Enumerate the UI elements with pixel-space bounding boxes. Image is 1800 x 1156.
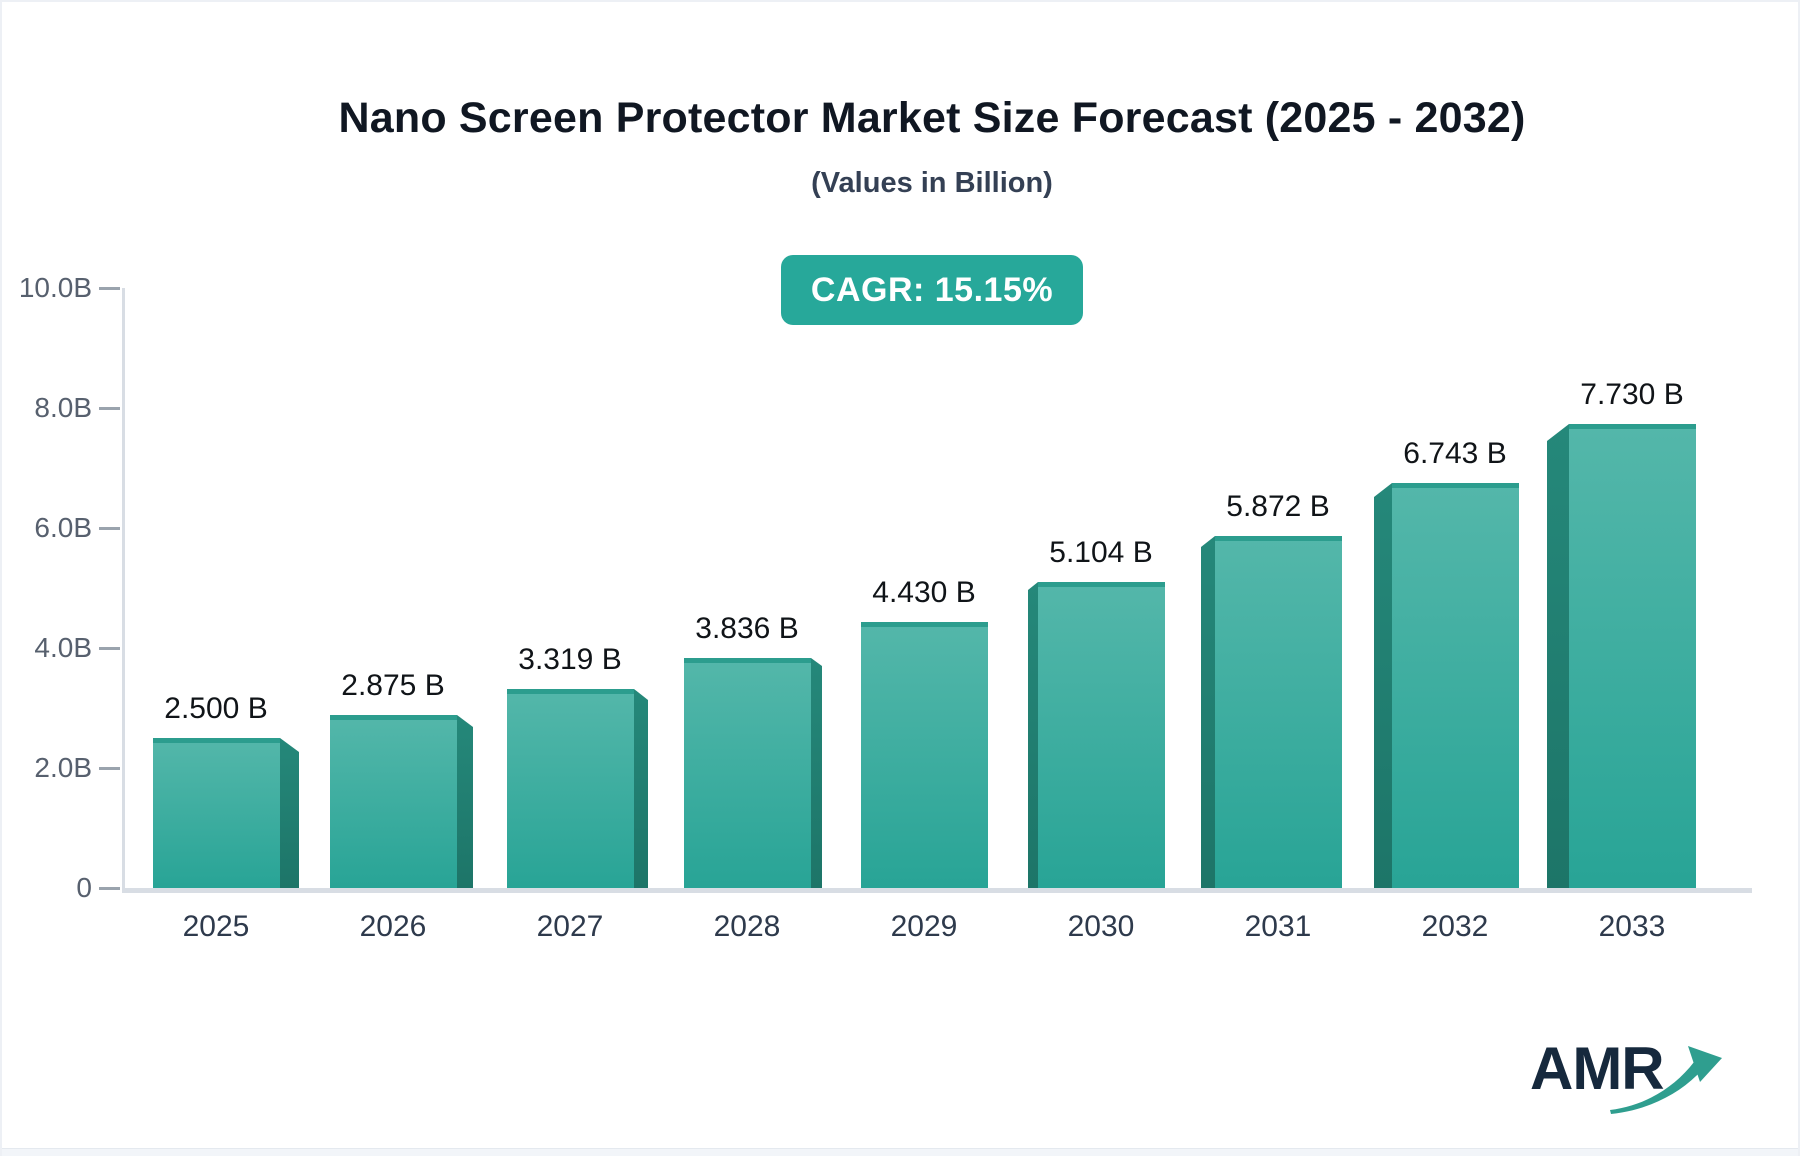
bar-value-label-2032: 6.743 B	[1403, 437, 1507, 470]
bar-2026	[330, 715, 473, 888]
y-axis-tick-mark	[99, 887, 120, 890]
y-axis-line	[122, 288, 125, 893]
amr-logo-text: AMR	[1530, 1035, 1665, 1102]
bar-value-label-2030: 5.104 B	[1049, 536, 1153, 569]
y-axis-tick-label: 6.0B	[34, 512, 92, 543]
bar-side-3d	[811, 658, 822, 888]
bar-top-edge	[1392, 483, 1519, 488]
x-axis-label-2027: 2027	[536, 910, 604, 943]
x-axis-label-2028: 2028	[713, 910, 781, 943]
bar-top-edge	[684, 658, 811, 663]
chart-header: Nano Screen Protector Market Size Foreca…	[117, 2, 1747, 200]
x-axis-label-2031: 2031	[1244, 910, 1312, 943]
bar-top-edge	[1569, 424, 1696, 429]
bar-value-label-2029: 4.430 B	[872, 576, 976, 609]
y-axis-tick-mark	[99, 287, 120, 290]
cagr-badge: CAGR: 15.15%	[780, 255, 1084, 325]
chart-subtitle: (Values in Billion)	[811, 167, 1053, 199]
bar-face-2029	[861, 622, 988, 888]
bar-side-3d	[1028, 582, 1038, 888]
y-axis-tick-mark	[99, 527, 120, 530]
cagr-badge-wrap: CAGR: 15.15%	[117, 255, 1747, 325]
growth-arrow-icon	[1610, 1046, 1722, 1114]
bar-top-edge	[1215, 536, 1342, 541]
bar-top-edge	[1038, 582, 1165, 587]
bar-value-label-2031: 5.872 B	[1226, 490, 1330, 523]
bar-face-2030	[1038, 582, 1165, 888]
bar-face-2031	[1215, 536, 1342, 888]
bar-value-label-2027: 3.319 B	[518, 643, 622, 676]
amr-logo: AMR	[1530, 1028, 1722, 1118]
y-axis-tick-label: 10.0B	[18, 272, 92, 303]
bar-side-3d	[457, 715, 473, 888]
bar-side-3d	[1374, 483, 1392, 888]
bar-value-label-2033: 7.730 B	[1580, 378, 1684, 411]
x-axis-label-2025: 2025	[182, 910, 250, 943]
bar-top-edge	[330, 715, 457, 720]
bar-2031	[1201, 536, 1342, 888]
bar-face-2027	[507, 689, 634, 888]
bar-value-label-2026: 2.875 B	[341, 669, 445, 702]
x-axis-label-2029: 2029	[890, 910, 958, 943]
x-axis-label-2026: 2026	[359, 910, 427, 943]
bar-2029	[861, 622, 988, 888]
bar-face-2028	[684, 658, 811, 888]
bar-value-label-2028: 3.836 B	[695, 612, 799, 645]
y-axis-tick-label: 2.0B	[34, 752, 92, 783]
y-axis-tick-label: 8.0B	[34, 392, 92, 423]
chart-title: Nano Screen Protector Market Size Foreca…	[338, 94, 1526, 142]
bar-face-2025	[153, 738, 280, 888]
bar-side-3d	[634, 689, 648, 888]
x-axis-label-2033: 2033	[1598, 910, 1666, 943]
y-axis-tick-mark	[99, 647, 120, 650]
x-axis-line	[122, 888, 1752, 893]
bar-top-edge	[153, 738, 280, 743]
bar-side-3d	[1547, 424, 1569, 888]
bar-side-3d	[1201, 536, 1215, 888]
bar-2028	[684, 658, 822, 888]
y-axis-tick-label: 4.0B	[34, 632, 92, 663]
y-axis-tick-mark	[99, 767, 120, 770]
bar-2033	[1547, 424, 1696, 888]
y-axis-tick-label: 0	[76, 872, 92, 903]
bar-2025	[153, 738, 299, 888]
bar-face-2026	[330, 715, 457, 888]
bar-top-edge	[507, 689, 634, 694]
y-axis-tick-mark	[99, 407, 120, 410]
bar-value-label-2025: 2.500 B	[164, 692, 268, 725]
bar-2027	[507, 689, 648, 888]
bar-side-3d	[280, 738, 299, 888]
x-axis-label-2032: 2032	[1421, 910, 1489, 943]
bar-2032	[1374, 483, 1519, 888]
bar-top-edge	[861, 622, 988, 627]
bottom-border-strip	[2, 1148, 1798, 1156]
bar-face-2032	[1392, 483, 1519, 888]
bar-2030	[1028, 582, 1165, 888]
x-axis-label-2030: 2030	[1067, 910, 1135, 943]
bar-face-2033	[1569, 424, 1696, 888]
